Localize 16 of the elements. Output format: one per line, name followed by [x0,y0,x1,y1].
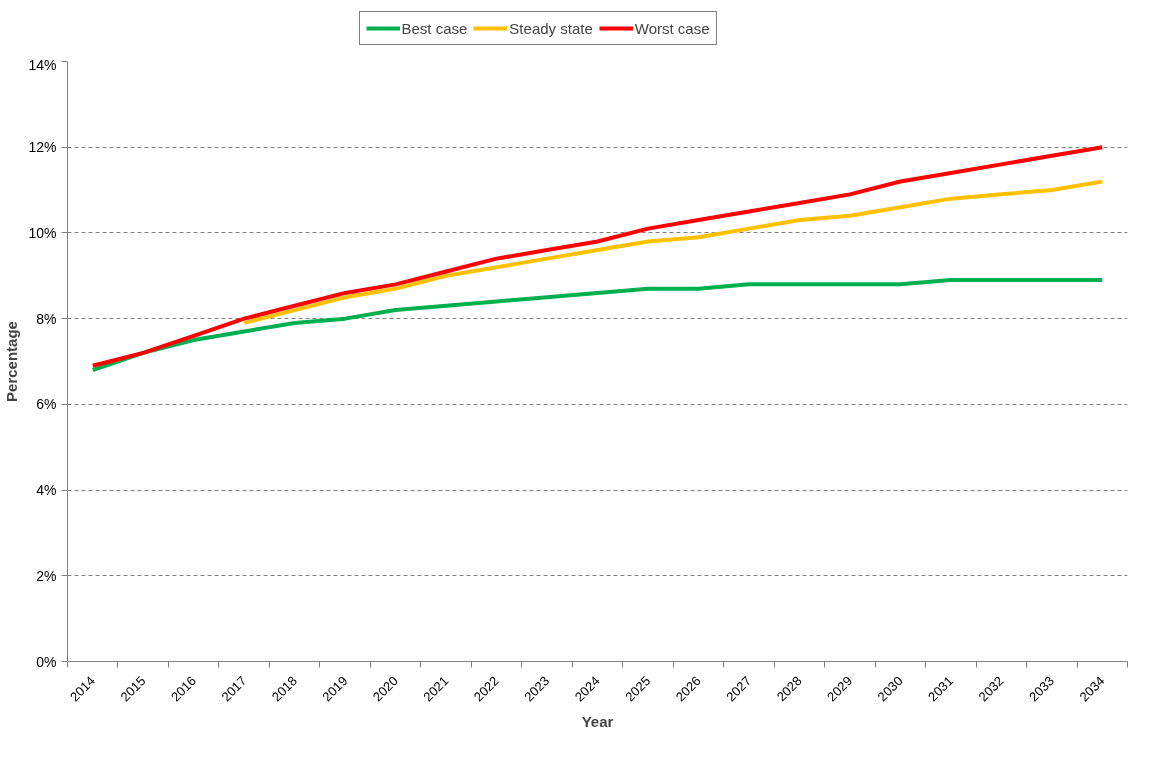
y-tick-label: 14% [28,56,57,73]
y-tick-label: 12% [28,139,57,156]
line-series [90,145,1105,368]
y-tick-label: 2% [36,567,57,584]
legend-label: Steady state [509,19,593,37]
y-tick-label: 4% [36,482,57,499]
line-series [90,278,1105,373]
y-tick-label: 10% [28,224,57,241]
legend-label: Worst case [634,19,710,37]
legend-label: Best case [401,19,468,37]
y-tick-label: 8% [36,310,57,327]
y-tick-label: 0% [36,653,57,670]
line-series [242,179,1105,325]
y-tick-label: 6% [36,396,57,413]
y-axis-title: Percentage [3,321,21,402]
x-axis-title: Year [581,713,614,731]
